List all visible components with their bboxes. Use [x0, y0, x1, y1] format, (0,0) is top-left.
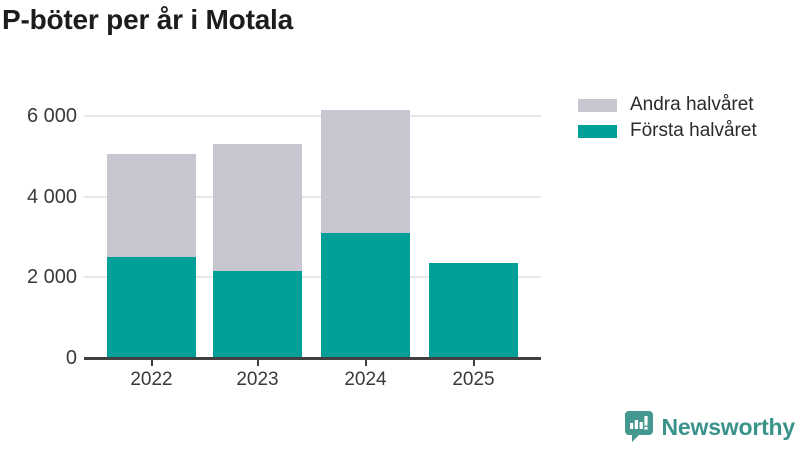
x-axis-tick-label: 2024	[344, 369, 387, 390]
y-axis-tick-label: 4 000	[26, 185, 77, 208]
y-axis-tick-label: 2 000	[26, 266, 77, 289]
x-axis-tick	[364, 359, 367, 366]
x-axis-tick	[472, 359, 475, 366]
bar-first-half-2023	[213, 271, 302, 358]
legend-label-andra: Andra halvåret	[630, 94, 754, 115]
x-axis-tick-label: 2023	[236, 369, 279, 390]
gridline	[84, 115, 541, 117]
legend-item-andra-halvaret: Andra halvåret	[578, 92, 757, 118]
x-axis-tick	[256, 359, 259, 366]
y-axis-tick-label: 6 000	[26, 105, 77, 127]
legend: Andra halvåret Första halvåret	[578, 92, 757, 144]
newsworthy-bubble-icon	[624, 411, 653, 442]
bar-second-half-2024	[321, 109, 410, 233]
bar-second-half-2023	[213, 144, 302, 272]
x-axis-tick	[150, 359, 153, 366]
bar-first-half-2022	[107, 257, 196, 358]
x-axis-line	[84, 357, 541, 360]
chart-title: P-böter per år i Motala	[2, 4, 294, 35]
newsworthy-logo[interactable]: Newsworthy	[624, 410, 795, 444]
gridline	[84, 195, 541, 198]
bar-first-half-2025	[429, 263, 518, 358]
legend-swatch-forsta-icon	[578, 124, 617, 138]
x-axis-tick-label: 2025	[452, 369, 495, 390]
legend-label-forsta: Första halvåret	[630, 120, 757, 141]
legend-item-forsta-halvaret: Första halvåret	[578, 118, 757, 144]
x-axis-tick-label: 2022	[130, 369, 173, 390]
newsworthy-wordmark: Newsworthy	[661, 413, 796, 440]
gridline	[84, 276, 541, 279]
bar-second-half-2022	[107, 154, 196, 258]
y-axis-tick-label: 0	[65, 347, 77, 369]
legend-swatch-andra-icon	[578, 98, 617, 112]
bar-first-half-2024	[321, 232, 410, 358]
